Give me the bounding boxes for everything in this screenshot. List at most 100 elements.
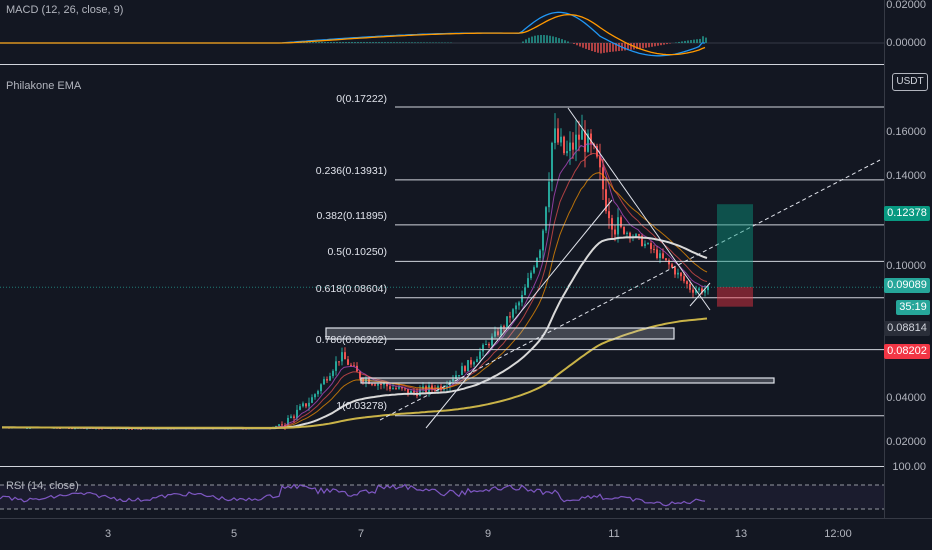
macd-histogram-bar (627, 43, 629, 51)
long-position-stop-zone (717, 287, 753, 307)
candle-body (692, 289, 694, 293)
candle-body (464, 366, 466, 372)
trendline (689, 282, 711, 307)
macd-histogram-bar (312, 42, 314, 43)
macd-histogram-bar (576, 43, 578, 46)
candle-body (590, 133, 592, 145)
candle-body (392, 388, 394, 390)
candle-body (95, 428, 97, 430)
candle-body (308, 402, 310, 407)
candle-body (320, 384, 322, 392)
candle-body (623, 226, 625, 234)
macd-histogram-bar (678, 41, 680, 43)
macd-histogram-bar (414, 42, 416, 43)
macd-histogram-bar (579, 43, 581, 47)
main-pane-title[interactable]: Philakone EMA (6, 80, 82, 92)
macd-histogram-bar (690, 40, 692, 43)
candle-body (395, 388, 397, 390)
macd-histogram-bar (567, 41, 569, 43)
macd-histogram-bar (660, 43, 662, 46)
macd-histogram-bar (636, 43, 638, 50)
macd-histogram-bar (531, 36, 533, 43)
candle-body (587, 133, 589, 152)
candle-body (542, 230, 544, 251)
candle-body (512, 309, 514, 318)
candle-body (572, 142, 574, 150)
candle-body (335, 361, 337, 371)
macd-histogram-bar (624, 43, 626, 51)
macd-pane-title[interactable]: MACD (12, 26, close, 9) (6, 4, 124, 16)
macd-histogram-bar (306, 42, 308, 43)
candle-body (140, 428, 142, 430)
candle-body (74, 428, 76, 430)
candle-body (374, 384, 376, 386)
candle-body (614, 229, 616, 235)
price-axis-label: 0.02000 (886, 436, 926, 448)
macd-histogram-bar (597, 43, 599, 53)
macd-histogram-bar (591, 43, 593, 52)
macd-histogram-bar (345, 42, 347, 43)
candle-body (575, 134, 577, 150)
fib-level-label[interactable]: 0.5(0.10250) (327, 246, 387, 258)
macd-histogram-bar (378, 42, 380, 43)
fib-level-label[interactable]: 0.236(0.13931) (315, 165, 387, 177)
time-axis-label: 11 (608, 528, 620, 540)
candle-body (287, 417, 289, 426)
macd-histogram-bar (543, 35, 545, 43)
candle-body (329, 376, 331, 381)
macd-histogram-bar (540, 34, 542, 43)
stop-price-tag: 0.08202 (884, 344, 930, 359)
candle-body (476, 359, 478, 363)
candle-body (326, 379, 328, 381)
candle-body (674, 267, 676, 275)
candle-body (332, 370, 334, 377)
macd-histogram-bar (618, 43, 620, 52)
macd-histogram-bar (534, 35, 536, 43)
macd-histogram-bar (642, 43, 644, 49)
candle-body (665, 258, 667, 261)
fib-level-label[interactable]: 0.618(0.08604) (315, 283, 387, 295)
macd-histogram-bar (342, 42, 344, 43)
macd-histogram-bar (375, 42, 377, 43)
crosshair-price-tag: 0.08814 (884, 321, 930, 336)
macd-histogram-bar (411, 42, 413, 43)
trendline (567, 107, 711, 311)
candle-body (458, 375, 460, 377)
candle-body (596, 145, 598, 157)
rsi-pane-title[interactable]: RSI (14, close) (6, 480, 79, 492)
candle-body (509, 316, 511, 318)
candle-body (446, 385, 448, 388)
candle-body (662, 253, 664, 259)
fib-level-label[interactable]: 1(0.03278) (336, 400, 387, 412)
fib-level-label[interactable]: 0.786(0.06262) (315, 334, 387, 346)
long-position-target-zone (717, 204, 753, 288)
candle-body (524, 287, 526, 296)
candle-body (599, 156, 601, 168)
candle-body (281, 424, 283, 426)
fib-level-label[interactable]: 0.382(0.11895) (316, 210, 387, 222)
macd-histogram-bar (399, 42, 401, 43)
macd-histogram-bar (693, 39, 695, 43)
candle-body (527, 278, 529, 288)
currency-badge[interactable]: USDT (892, 73, 928, 91)
candle-body (536, 258, 538, 268)
candle-body (581, 130, 583, 140)
candle-body (503, 326, 505, 328)
fib-level-label[interactable]: 0(0.17222) (336, 93, 387, 105)
price-axis-label: 0.04000 (886, 392, 926, 404)
candle-body (491, 336, 493, 346)
candle-body (317, 391, 319, 395)
macd-histogram-bar (363, 42, 365, 43)
macd-histogram-bar (324, 41, 326, 43)
macd-histogram-bar (387, 42, 389, 43)
macd-histogram-bar (528, 37, 530, 43)
macd-axis-label: 0.00000 (886, 37, 926, 49)
macd-axis-label: 0.02000 (886, 0, 926, 11)
dashed-trendline (379, 159, 881, 421)
candle-body (452, 378, 454, 382)
macd-histogram-bar (525, 39, 527, 43)
candle-body (407, 389, 409, 395)
candle-body (350, 364, 352, 366)
candle-body (617, 217, 619, 235)
